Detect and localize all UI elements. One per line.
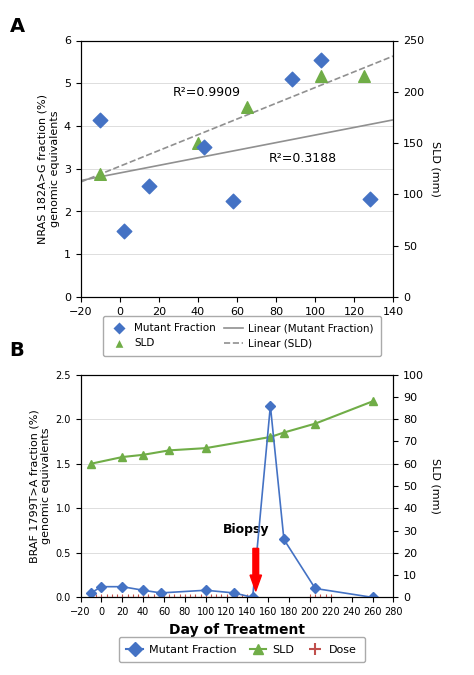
Point xyxy=(96,114,104,125)
Point xyxy=(194,138,202,148)
Point xyxy=(317,55,325,65)
Point xyxy=(243,102,251,113)
Point xyxy=(360,71,368,82)
Point xyxy=(145,180,153,191)
FancyArrow shape xyxy=(250,548,262,591)
Y-axis label: SLD (mm): SLD (mm) xyxy=(431,141,441,196)
Point xyxy=(200,142,208,153)
Text: Biopsy: Biopsy xyxy=(222,523,269,536)
Y-axis label: BRAF 1799T>A fraction (%)
genomic equivalents: BRAF 1799T>A fraction (%) genomic equiva… xyxy=(29,409,51,563)
Text: B: B xyxy=(9,341,24,360)
Y-axis label: SLD (mm): SLD (mm) xyxy=(431,458,441,514)
Point xyxy=(96,169,104,180)
Point xyxy=(317,71,325,82)
Point xyxy=(366,193,374,204)
X-axis label: Day of Treatment: Day of Treatment xyxy=(182,322,292,335)
X-axis label: Day of Treatment: Day of Treatment xyxy=(169,622,305,637)
Point xyxy=(229,196,237,207)
Y-axis label: NRAS 182A>G fraction (%)
genomic equivalents: NRAS 182A>G fraction (%) genomic equival… xyxy=(38,94,60,244)
Legend: Mutant Fraction, SLD, Linear (Mutant Fraction), Linear (SLD): Mutant Fraction, SLD, Linear (Mutant Fra… xyxy=(103,316,381,356)
Point xyxy=(288,74,296,84)
Legend: Mutant Fraction, SLD, Dose: Mutant Fraction, SLD, Dose xyxy=(118,637,365,662)
Text: A: A xyxy=(9,17,25,36)
Point xyxy=(120,225,128,236)
Text: R²=0.9909: R²=0.9909 xyxy=(173,86,240,99)
Text: R²=0.3188: R²=0.3188 xyxy=(268,153,337,165)
